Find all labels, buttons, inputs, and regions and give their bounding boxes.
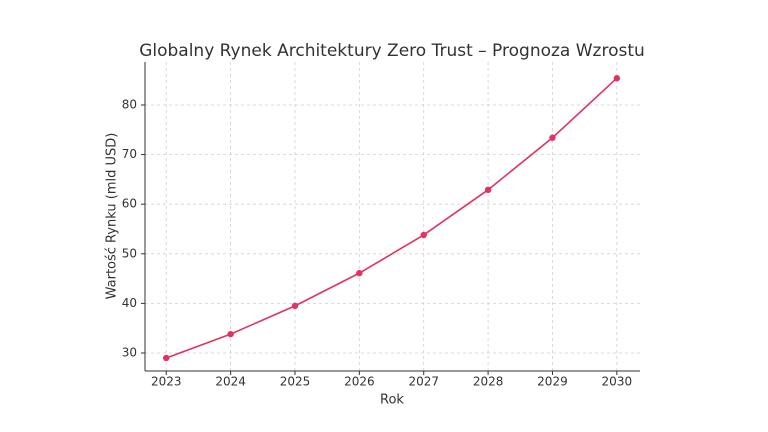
x-tick-label: 2024 <box>215 375 246 389</box>
data-point <box>291 302 299 310</box>
y-tick-label: 30 <box>122 345 137 359</box>
data-point <box>227 330 234 338</box>
data-point <box>356 269 363 277</box>
x-tick-label: 2027 <box>408 375 439 389</box>
data-point <box>163 354 170 362</box>
x-tick-label: 2023 <box>151 375 182 389</box>
data-point <box>420 231 427 239</box>
data-point <box>613 75 621 82</box>
x-tick-label: 2029 <box>537 375 568 389</box>
x-tick-label: 2030 <box>602 375 633 389</box>
y-tick-label: 40 <box>122 296 137 310</box>
x-tick-label: 2025 <box>280 375 311 389</box>
x-tick-label: 2026 <box>344 375 375 389</box>
y-tick-label: 60 <box>122 197 137 211</box>
y-tick-label: 70 <box>122 147 137 161</box>
data-point <box>549 134 556 141</box>
x-axis-label: Rok <box>380 393 404 408</box>
data-point <box>484 186 492 194</box>
y-tick-label: 50 <box>122 246 137 260</box>
chart-title: Globalny Rynek Architektury Zero Trust –… <box>139 41 645 61</box>
data-line <box>165 77 618 359</box>
y-axis-label: Wartość Rynku (mld USD) <box>105 133 120 300</box>
x-tick-label: 2028 <box>473 375 504 389</box>
y-tick-label: 80 <box>122 98 137 112</box>
